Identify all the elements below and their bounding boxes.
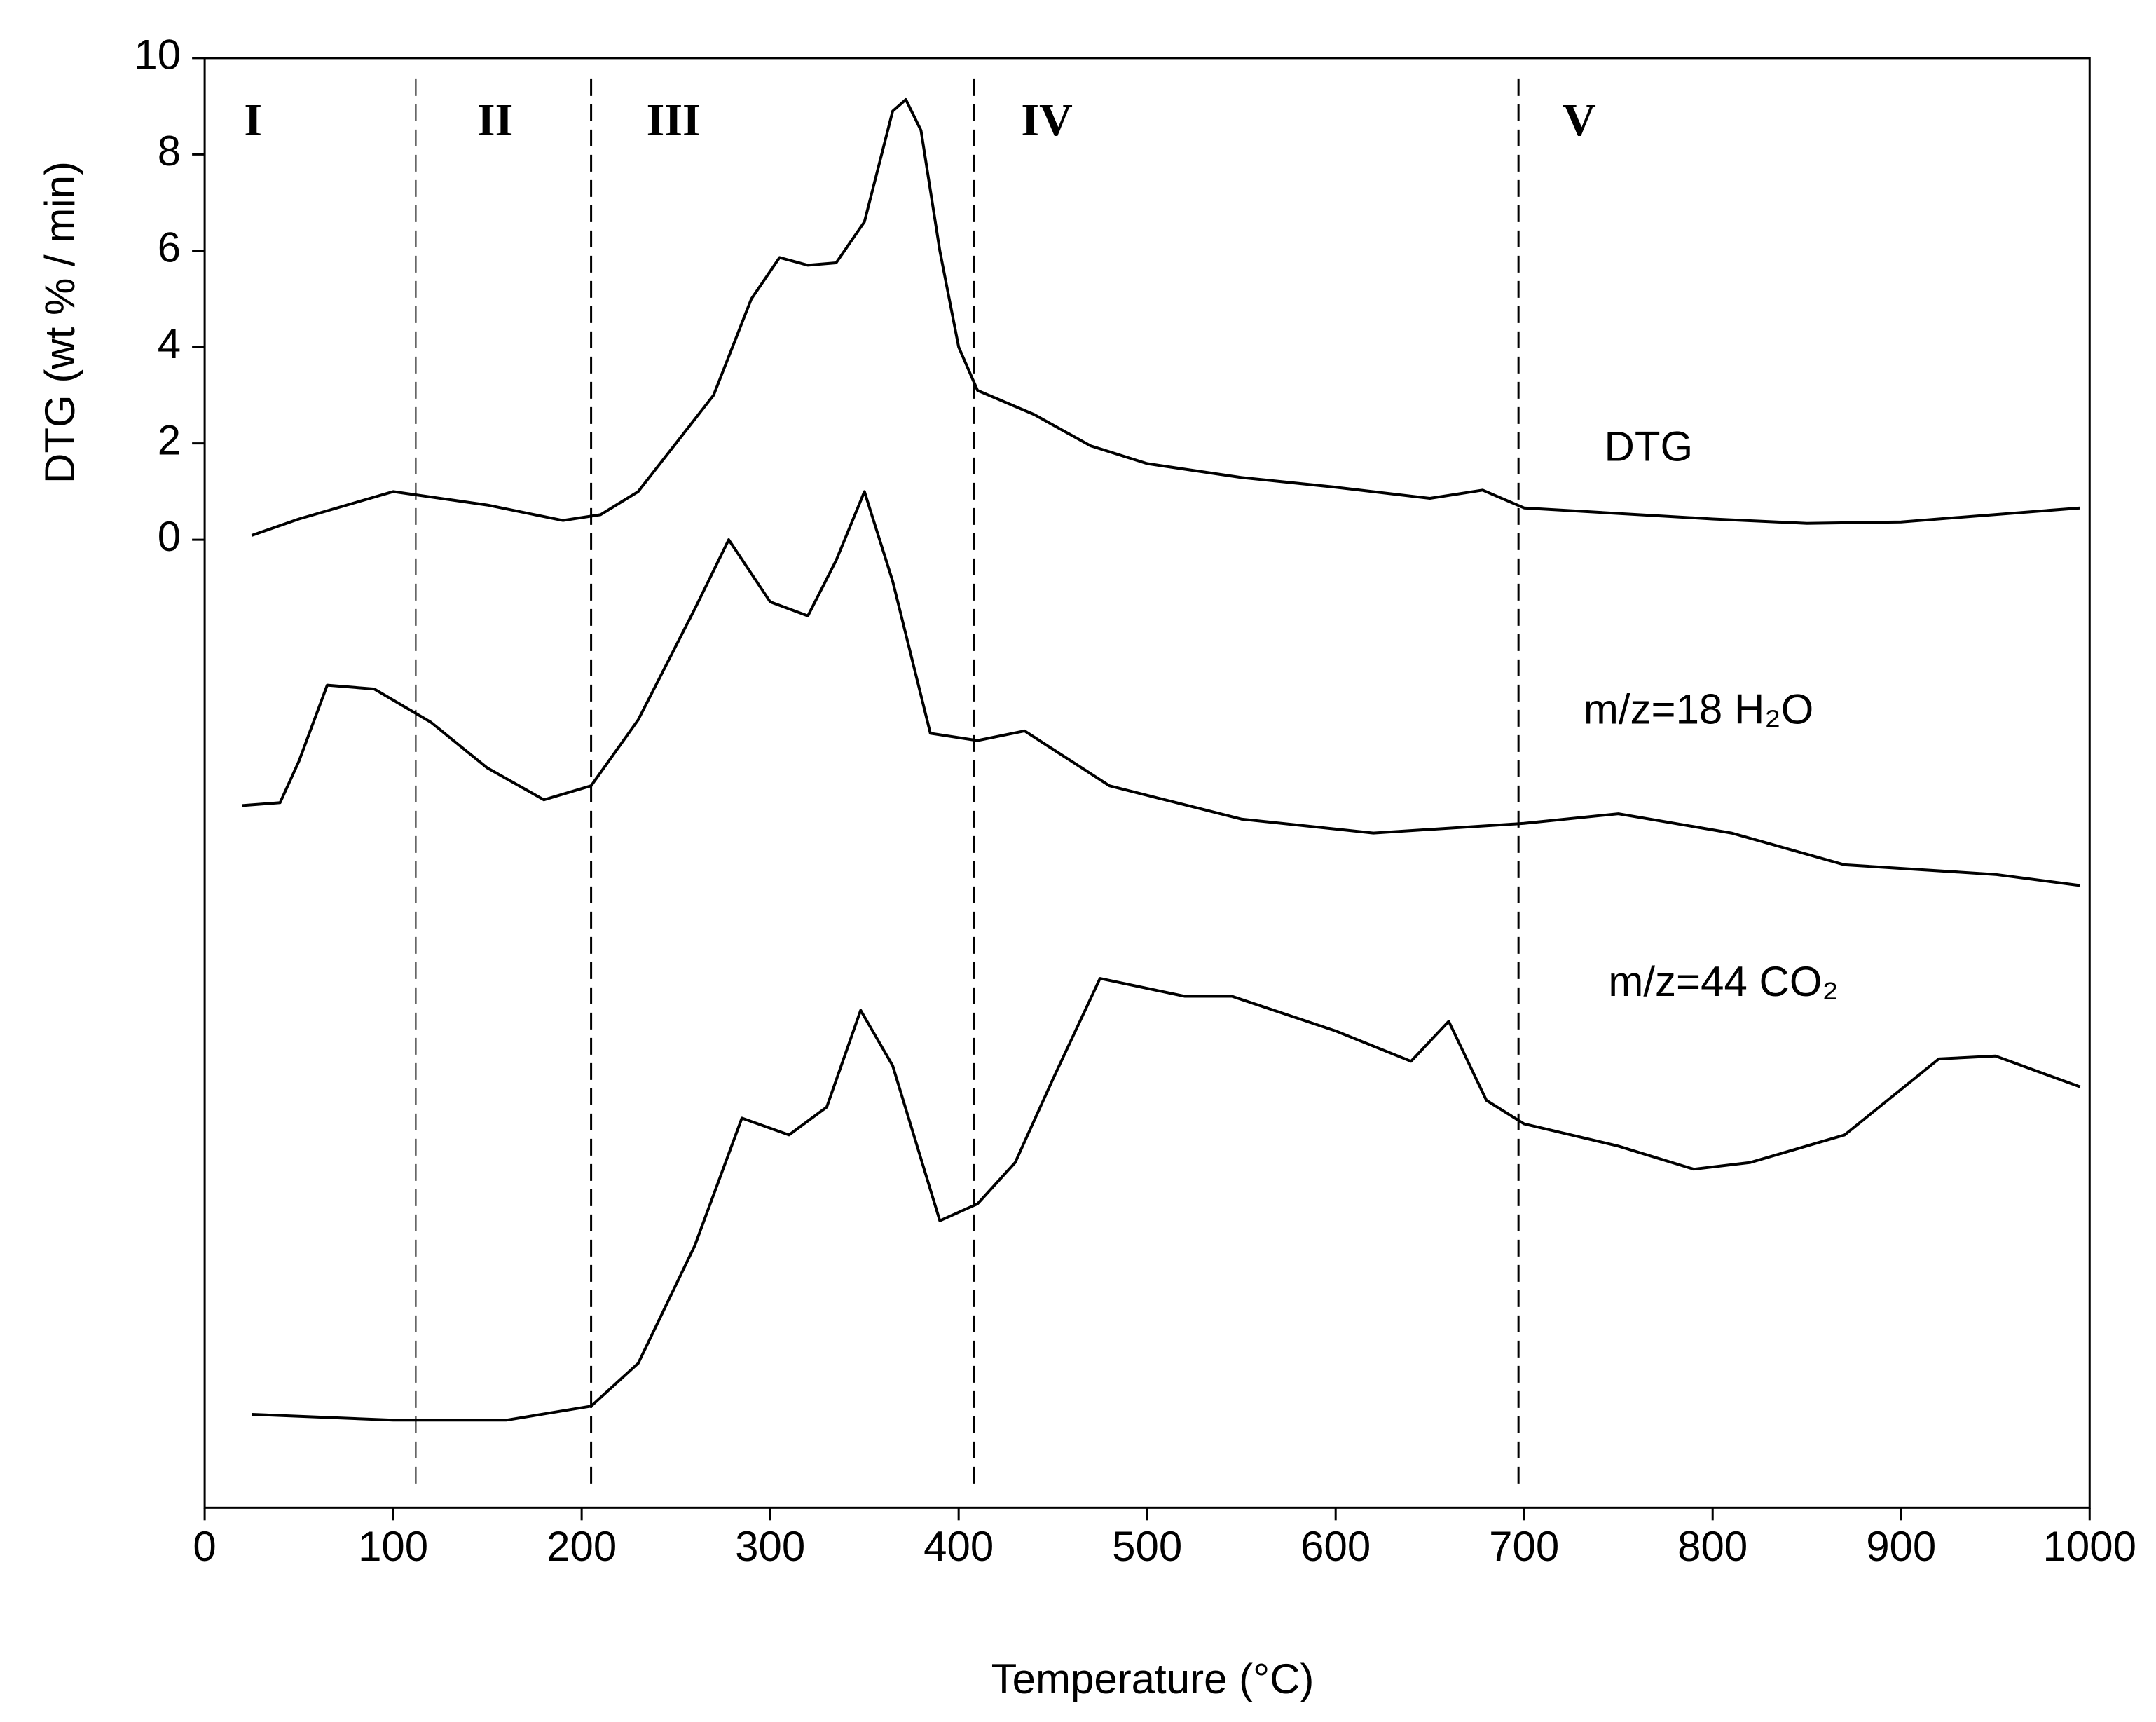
plot-frame [203, 57, 2091, 1509]
y-tick-label: 4 [158, 320, 181, 367]
x-tick-label: 300 [735, 1523, 805, 1570]
x-tick-label: 600 [1300, 1523, 1371, 1570]
series-label: DTG [1604, 423, 1693, 470]
series-line [251, 98, 2080, 537]
x-tick-label: 0 [193, 1523, 216, 1570]
x-tick-label: 400 [923, 1523, 994, 1570]
y-axis-title: DTG (wt % / min) [36, 161, 83, 484]
x-tick-label: 200 [547, 1523, 617, 1570]
y-tick-label: 10 [134, 32, 181, 78]
x-axis-title: Temperature (°C) [991, 1655, 1314, 1702]
region-label: II [477, 95, 513, 146]
x-tick-label: 700 [1489, 1523, 1559, 1570]
y-tick-label: 6 [158, 224, 181, 271]
x-tick-label: 800 [1677, 1523, 1748, 1570]
region-label: IV [1021, 95, 1072, 146]
series-line [252, 977, 2081, 1422]
x-tick-label: 500 [1112, 1523, 1182, 1570]
region-label: V [1563, 95, 1596, 146]
x-tick-label: 100 [358, 1523, 428, 1570]
y-tick-label: 8 [158, 128, 181, 175]
series-line [242, 490, 2081, 887]
region-label: III [647, 95, 701, 146]
series-label: m/z=18 H₂O [1584, 685, 1813, 732]
region-label: I [244, 95, 262, 146]
y-tick-label: 0 [158, 513, 181, 560]
x-tick-label: 900 [1866, 1523, 1936, 1570]
x-tick-label: 1000 [2043, 1523, 2136, 1570]
y-tick-label: 2 [158, 416, 181, 463]
series-label: m/z=44 CO₂ [1608, 958, 1838, 1005]
